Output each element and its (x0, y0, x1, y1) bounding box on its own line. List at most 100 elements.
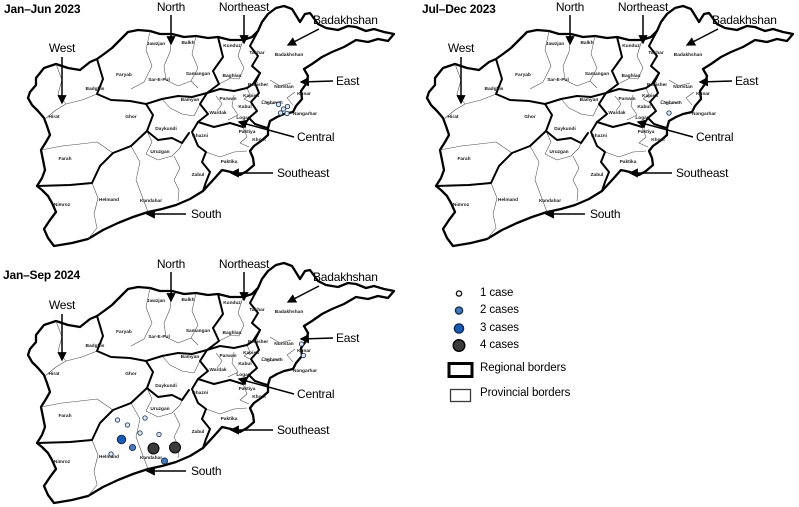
province-label: Sar-E-Pul (148, 334, 170, 340)
province-label: Daykundi (155, 383, 177, 389)
legend-label: Regional borders (480, 361, 566, 374)
province-label: Logar (236, 372, 249, 378)
province-label: Badakhshan (674, 52, 703, 58)
case-marker-1-case (142, 415, 148, 421)
province-label: Bamyan (181, 354, 200, 360)
province-label: Hirat (448, 114, 459, 120)
province-label: Panjsher (647, 82, 667, 88)
province-label: Farah (457, 156, 470, 162)
province-label: Balkh (181, 40, 194, 46)
province-label: Uruzgan (150, 149, 169, 155)
province-label: Daykundi (155, 126, 177, 132)
province-label: Parwan (219, 353, 236, 359)
province-label: Badakhshan (275, 309, 304, 315)
province-label: Nangarhar (293, 111, 317, 117)
region-label: South (191, 207, 221, 221)
province-label: Paktika (221, 416, 238, 422)
region-label: West (448, 41, 475, 55)
region-label: East (735, 74, 759, 88)
province-label: Bamyan (580, 97, 599, 103)
case-marker-1-case (300, 352, 307, 359)
region-label: South (590, 207, 620, 221)
case-marker-1-case (284, 103, 291, 110)
province-label: Kunar (696, 91, 710, 97)
province-label: Paktiya (638, 129, 655, 135)
case-size-4-icon (452, 339, 466, 353)
legend-label: 3 cases (480, 321, 519, 334)
legend-label: Provincial borders (480, 386, 571, 399)
province-label: Logar (635, 115, 648, 121)
legend-item-provincial-borders: Provincial borders (446, 381, 570, 404)
province-label: Farah (58, 413, 71, 419)
legend-label: 1 case (480, 286, 514, 299)
legend-item-2-cases: 2 cases (446, 302, 570, 320)
legend-item-regional-borders: Regional borders (446, 356, 570, 379)
province-label: Parwan (219, 96, 236, 102)
four-cases-circle-icon (452, 339, 466, 353)
legend-item-1-case: 1 case (446, 284, 570, 302)
province-label: Panjsher (248, 339, 268, 345)
region-label: Southeast (676, 166, 729, 180)
province-label: Sar-E-Pul (148, 77, 170, 83)
province-label: Jawzjan (147, 298, 165, 304)
province-label: Ghor (125, 114, 137, 120)
province-label: Khost (252, 137, 266, 143)
province-label: Baghlan (622, 73, 641, 79)
map-panel-jul-dec-2023: Jawzjan Balkh Kunduz Takhar Badakhshan Faryab… (422, 0, 795, 248)
province-label: Baghlan (223, 330, 242, 336)
case-marker-1-case (284, 110, 290, 117)
province-label: Takhar (249, 307, 265, 313)
case-marker-1-case (298, 341, 305, 347)
province-label: Logar (236, 115, 249, 121)
regional-border-icon (447, 361, 474, 378)
region-arrow (237, 119, 295, 138)
case-marker-1-case (114, 417, 121, 423)
three-cases-circle-icon (453, 322, 465, 334)
province-label: Helmand (498, 197, 518, 203)
region-arrow (685, 28, 719, 46)
province-label: Jawzjan (546, 41, 564, 47)
legend-label: 2 cases (480, 304, 519, 317)
region-label: Badakhshan (712, 13, 777, 27)
province-label: Faryab (116, 329, 132, 335)
region-arrow (237, 376, 295, 395)
province-label: Nuristan (274, 84, 294, 90)
region-label: Northeast (219, 257, 270, 271)
region-label: South (191, 464, 221, 478)
province-label: Paktika (221, 159, 238, 165)
province-label: Khost (252, 394, 266, 400)
province-label: Daykundi (554, 126, 576, 132)
region-arrow (299, 77, 334, 87)
province-label: Nangarhar (293, 368, 317, 374)
province-label: Zabul (192, 172, 205, 178)
case-marker-1-case (275, 101, 282, 108)
province-label: Paktika (620, 159, 637, 165)
region-label: Northeast (618, 0, 669, 14)
region-arrow (636, 119, 694, 138)
province-label: Helmand (99, 197, 119, 203)
legend-item-4-cases: 4 cases (446, 337, 570, 355)
legend-item-3-cases: 3 cases (446, 319, 570, 337)
case-size-1-icon (455, 289, 463, 297)
region-label: Badakhshan (313, 13, 378, 27)
province-label: Badghis (485, 86, 504, 92)
province-label: Uruzgan (150, 406, 169, 412)
province-label: Kandahar (140, 455, 162, 461)
region-label: North (556, 0, 584, 14)
province-label: Ghazni (591, 133, 607, 139)
province-label: Balkh (580, 40, 593, 46)
region-label: West (49, 41, 76, 55)
province-label: Paktiya (239, 386, 256, 392)
province-label: Paktiya (239, 129, 256, 135)
panel-title: Jan–Jun 2023 (4, 2, 81, 16)
province-label: Ghor (524, 114, 536, 120)
province-label: Sar-E-Pul (547, 77, 569, 83)
region-label: Badakhshan (313, 270, 378, 284)
province-label: Laghman (261, 357, 282, 363)
legend: 1 case 2 cases 3 cases 4 cases Regional … (446, 284, 570, 404)
case-size-2-icon (454, 306, 464, 316)
case-marker-1-case (108, 451, 114, 457)
province-label: Kapisa (243, 93, 259, 99)
province-label: Kabul (238, 361, 251, 367)
province-label: Kabul (637, 104, 650, 110)
